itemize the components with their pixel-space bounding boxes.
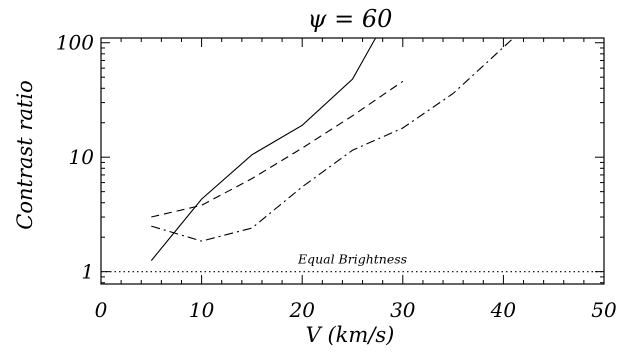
- equal-brightness-label: Equal Brightness: [297, 252, 407, 267]
- series-layer: [150, 38, 514, 261]
- y-tick-label: 10: [69, 145, 95, 169]
- x-tick-label: 10: [189, 298, 215, 322]
- x-tick-label: 20: [288, 298, 315, 322]
- x-tick-label: 50: [591, 298, 617, 322]
- series-line-dashdot: [151, 38, 514, 242]
- x-tick-label: 40: [490, 298, 517, 322]
- series-line-solid: [150, 38, 377, 261]
- x-tick-label: 30: [390, 298, 416, 322]
- ticks-layer: 0 10 20 30 40 50 1 10 100: [56, 31, 617, 322]
- reference-layer: Equal Brightness: [101, 252, 604, 273]
- plot-frame: [100, 37, 605, 285]
- y-tick-label: 1: [81, 260, 94, 284]
- series-line-dashed: [151, 80, 404, 218]
- y-axis-title: Contrast ratio: [13, 80, 37, 229]
- y-tick-label: 100: [56, 31, 94, 55]
- chart-title: ψ = 60: [308, 5, 393, 33]
- x-tick-label: 0: [95, 298, 108, 322]
- x-axis-title: V (km/s): [306, 323, 395, 347]
